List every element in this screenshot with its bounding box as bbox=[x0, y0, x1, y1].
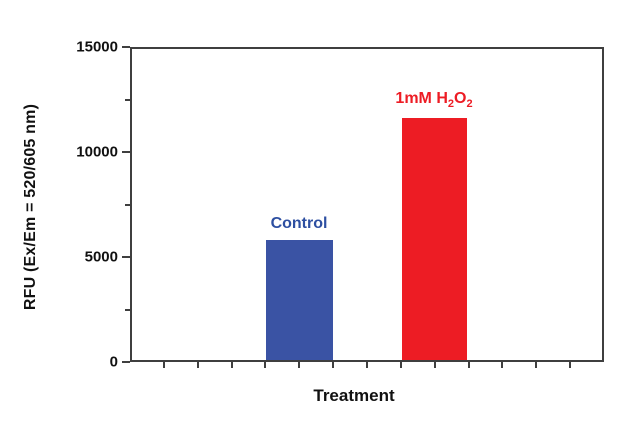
tick-mark bbox=[535, 362, 537, 368]
tick-mark bbox=[122, 151, 130, 153]
tick-mark bbox=[122, 361, 130, 363]
tick-mark bbox=[501, 362, 503, 368]
tick-mark bbox=[468, 362, 470, 368]
y-tick-labels: 0 5000 10000 15000 bbox=[0, 40, 118, 370]
tick-mark bbox=[122, 46, 130, 48]
bar-control bbox=[266, 240, 333, 360]
y-tick-label: 0 bbox=[109, 353, 118, 371]
tick-mark bbox=[366, 362, 368, 368]
tick-mark bbox=[163, 362, 165, 368]
y-tick-label: 10000 bbox=[76, 143, 118, 161]
tick-mark bbox=[569, 362, 571, 368]
bar-h2o2 bbox=[402, 118, 467, 360]
h2o2-text-part: O bbox=[454, 90, 467, 107]
h2o2-text-part: 1mM H bbox=[395, 90, 448, 107]
x-axis-title: Treatment bbox=[313, 386, 395, 405]
tick-mark bbox=[264, 362, 266, 368]
tick-mark bbox=[122, 256, 130, 258]
tick-mark bbox=[434, 362, 436, 368]
tick-mark bbox=[332, 362, 334, 368]
tick-mark bbox=[400, 362, 402, 368]
tick-mark bbox=[125, 203, 130, 206]
y-tick-label: 5000 bbox=[84, 248, 118, 266]
tick-mark bbox=[231, 362, 233, 368]
tick-mark bbox=[125, 308, 130, 311]
tick-mark bbox=[298, 362, 300, 368]
tick-mark bbox=[125, 98, 130, 101]
h2o2-subscript: 2 bbox=[466, 98, 473, 110]
tick-mark bbox=[197, 362, 199, 368]
plot-area: Control 1mM H2O2 bbox=[130, 47, 604, 362]
bar-label-control: Control bbox=[270, 215, 328, 232]
h2o2-subscript: 2 bbox=[447, 98, 454, 110]
y-tick-label: 15000 bbox=[76, 38, 118, 56]
bar-label-h2o2: 1mM H2O2 bbox=[395, 91, 472, 110]
